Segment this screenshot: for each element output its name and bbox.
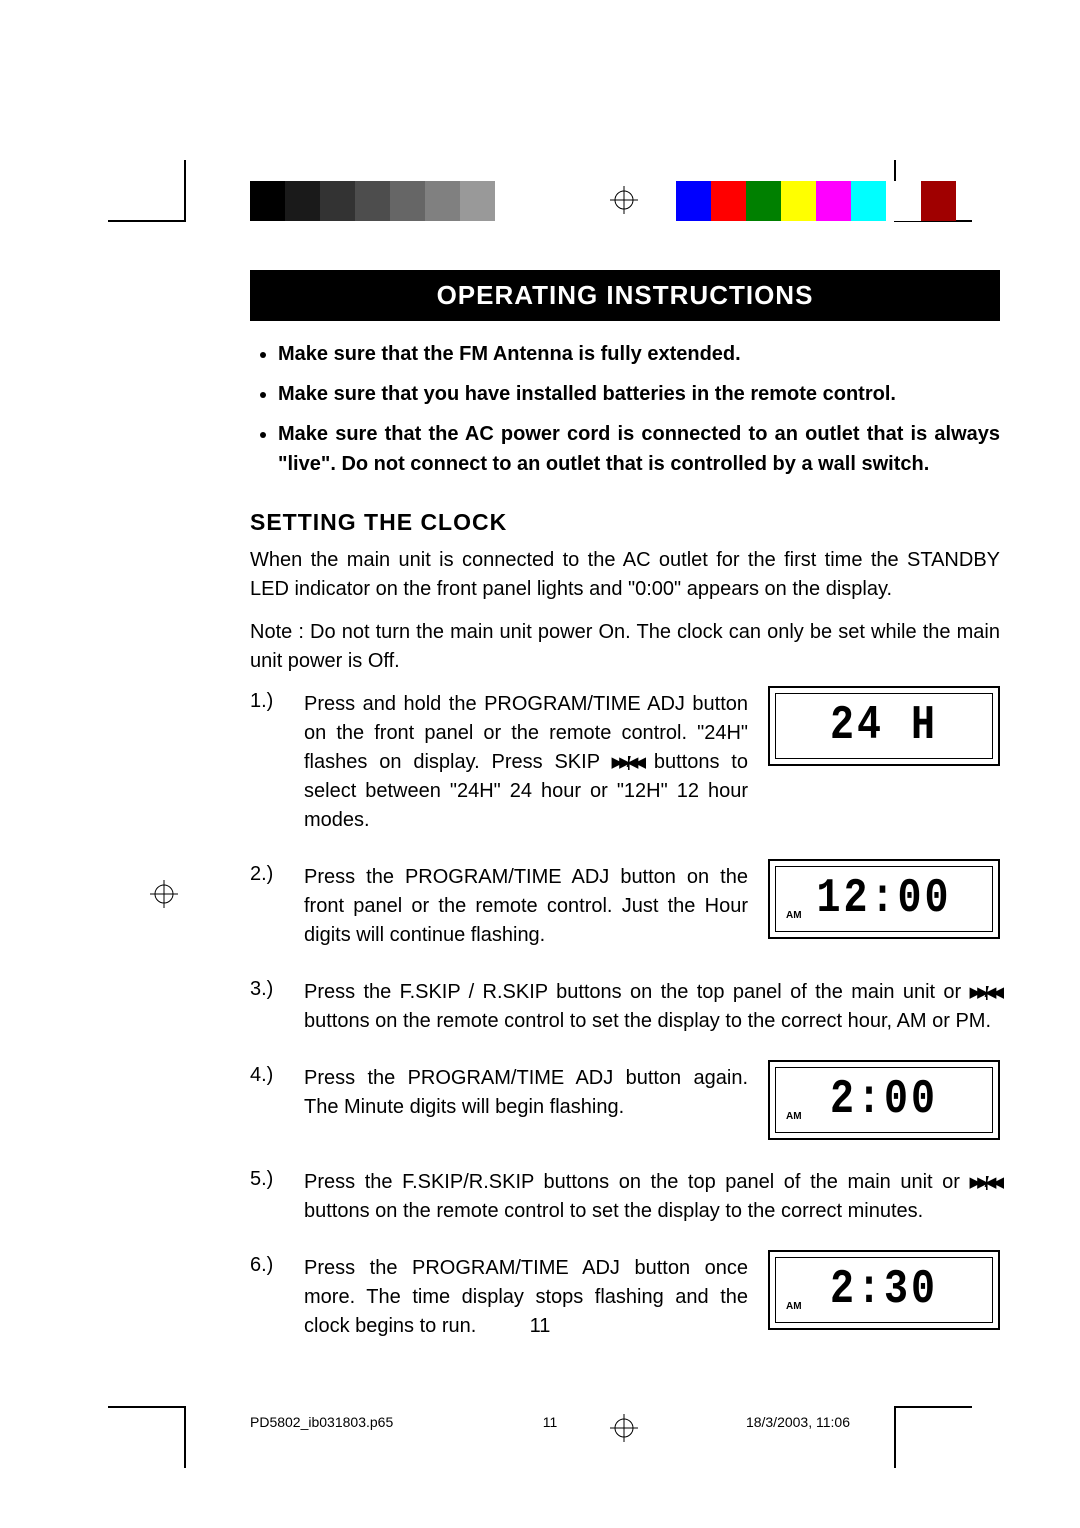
step-text: Press the PROGRAM/TIME ADJ button on the… — [304, 863, 748, 950]
crop-mark — [108, 220, 184, 222]
page-title: OPERATING INSTRUCTIONS — [250, 270, 1000, 321]
lcd-display: 24 H — [768, 686, 1000, 766]
step-number: 5.) — [250, 1168, 294, 1226]
print-footer: PD5802_ib031803.p65 11 18/3/2003, 11:06 — [250, 1414, 950, 1430]
lcd-value: 2:00 — [830, 1073, 938, 1127]
page: OPERATING INSTRUCTIONS Make sure that th… — [0, 0, 1080, 1528]
step-text: Press the F.SKIP / R.SKIP buttons on the… — [304, 978, 1000, 1036]
skip-buttons-icon: ▶▶| / |◀◀ — [970, 982, 1000, 1004]
step-number: 2.) — [250, 863, 294, 950]
lcd-value: 24 H — [830, 699, 938, 753]
step-item: 5.)Press the F.SKIP/R.SKIP buttons on th… — [250, 1168, 1000, 1226]
crop-mark — [184, 160, 186, 222]
grayscale-swatches — [250, 181, 530, 221]
step-text: Press and hold the PROGRAM/TIME ADJ butt… — [304, 690, 748, 835]
step-item: 4.)Press the PROGRAM/TIME ADJ button aga… — [250, 1064, 1000, 1140]
content-area: OPERATING INSTRUCTIONS Make sure that th… — [250, 270, 1000, 1369]
note-paragraph: Note : Do not turn the main unit power O… — [250, 618, 1000, 676]
registration-mark-icon — [610, 186, 638, 214]
step-text: Press the PROGRAM/TIME ADJ button again.… — [304, 1064, 748, 1122]
footer-date: 18/3/2003, 11:06 — [650, 1414, 950, 1430]
crop-mark — [184, 1406, 186, 1468]
step-text: Press the F.SKIP/R.SKIP buttons on the t… — [304, 1168, 1000, 1226]
lcd-value: 12:00 — [816, 872, 951, 926]
prerequisite-item: Make sure that the FM Antenna is fully e… — [278, 339, 1000, 369]
intro-paragraph: When the main unit is connected to the A… — [250, 546, 1000, 604]
step-number: 1.) — [250, 690, 294, 835]
am-indicator: AM — [786, 1111, 802, 1122]
page-number: 11 — [0, 1315, 1080, 1338]
lcd-value: 2:30 — [830, 1263, 938, 1317]
footer-filename: PD5802_ib031803.p65 — [250, 1414, 450, 1430]
step-item: 3.)Press the F.SKIP / R.SKIP buttons on … — [250, 978, 1000, 1036]
registration-mark-icon — [150, 880, 178, 908]
am-indicator: AM — [786, 910, 802, 921]
step-item: 2.)Press the PROGRAM/TIME ADJ button on … — [250, 863, 1000, 950]
skip-buttons-icon: ▶▶| / |◀◀ — [970, 1172, 1000, 1194]
crop-mark — [896, 1406, 972, 1408]
step-number: 4.) — [250, 1064, 294, 1140]
steps-list: 1.)Press and hold the PROGRAM/TIME ADJ b… — [250, 690, 1000, 1341]
prerequisite-item: Make sure that you have installed batter… — [278, 379, 1000, 409]
am-indicator: AM — [786, 1301, 802, 1312]
section-heading: SETTING THE CLOCK — [250, 509, 1000, 536]
color-swatches — [676, 181, 956, 221]
lcd-display: 2:00 AM — [768, 1060, 1000, 1140]
crop-mark — [108, 1406, 184, 1408]
lcd-display: 12:00 AM — [768, 859, 1000, 939]
prerequisite-list: Make sure that the FM Antenna is fully e… — [250, 339, 1000, 479]
step-item: 1.)Press and hold the PROGRAM/TIME ADJ b… — [250, 690, 1000, 835]
step-number: 3.) — [250, 978, 294, 1036]
footer-page: 11 — [450, 1414, 650, 1430]
skip-buttons-icon: ▶▶| / |◀◀ — [612, 752, 642, 774]
prerequisite-item: Make sure that the AC power cord is conn… — [278, 419, 1000, 479]
